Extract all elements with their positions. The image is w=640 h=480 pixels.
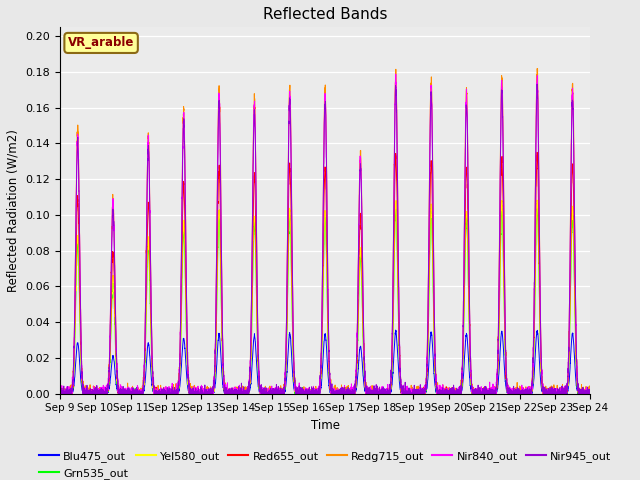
Nir945_out	[533, 81, 541, 87]
Blu475_out	[444, 391, 452, 396]
Red655_out	[586, 388, 594, 394]
Line: Redg715_out: Redg715_out	[60, 69, 590, 394]
Red655_out	[444, 391, 451, 396]
Red655_out	[586, 390, 593, 396]
X-axis label: Time: Time	[310, 419, 340, 432]
Red655_out	[474, 389, 481, 395]
Grn535_out	[444, 391, 451, 396]
Nir840_out	[586, 391, 593, 396]
Redg715_out	[56, 391, 64, 396]
Grn535_out	[56, 391, 64, 396]
Redg715_out	[474, 391, 481, 396]
Redg715_out	[152, 391, 159, 396]
Blu475_out	[474, 390, 482, 396]
Line: Blu475_out: Blu475_out	[60, 330, 590, 394]
Y-axis label: Reflected Radiation (W/m2): Reflected Radiation (W/m2)	[7, 129, 20, 292]
Nir840_out	[444, 391, 452, 396]
Blu475_out	[586, 391, 593, 396]
Red655_out	[415, 388, 422, 394]
Redg715_out	[415, 391, 422, 396]
Grn535_out	[586, 390, 593, 396]
Nir840_out	[56, 391, 64, 396]
Blu475_out	[152, 391, 159, 396]
Red655_out	[56, 391, 64, 396]
Redg715_out	[534, 66, 541, 72]
Yel580_out	[586, 389, 594, 395]
Blu475_out	[56, 391, 64, 396]
Legend: Blu475_out, Grn535_out, Yel580_out, Red655_out, Redg715_out, Nir840_out, Nir945_: Blu475_out, Grn535_out, Yel580_out, Red6…	[35, 447, 616, 480]
Grn535_out	[305, 391, 313, 396]
Redg715_out	[305, 391, 313, 396]
Nir840_out	[305, 391, 313, 396]
Nir840_out	[392, 71, 399, 77]
Yel580_out	[586, 390, 593, 396]
Line: Red655_out: Red655_out	[60, 152, 590, 394]
Grn535_out	[586, 391, 594, 396]
Nir840_out	[152, 389, 159, 395]
Line: Nir840_out: Nir840_out	[60, 74, 590, 394]
Text: VR_arable: VR_arable	[68, 36, 134, 49]
Nir945_out	[586, 387, 593, 393]
Nir945_out	[474, 390, 481, 396]
Yel580_out	[56, 391, 64, 396]
Grn535_out	[474, 391, 481, 396]
Yel580_out	[305, 391, 313, 396]
Nir945_out	[444, 389, 451, 395]
Red655_out	[533, 149, 541, 155]
Blu475_out	[305, 391, 313, 396]
Yel580_out	[152, 391, 159, 396]
Line: Yel580_out: Yel580_out	[60, 200, 590, 394]
Title: Reflected Bands: Reflected Bands	[263, 7, 387, 22]
Nir945_out	[586, 391, 594, 396]
Line: Nir945_out: Nir945_out	[60, 84, 590, 394]
Blu475_out	[415, 391, 422, 396]
Nir945_out	[152, 391, 159, 396]
Redg715_out	[586, 391, 594, 396]
Blu475_out	[392, 327, 399, 333]
Nir840_out	[474, 391, 482, 396]
Yel580_out	[444, 391, 451, 396]
Yel580_out	[533, 197, 541, 203]
Nir945_out	[305, 387, 313, 393]
Grn535_out	[152, 390, 159, 396]
Grn535_out	[415, 391, 422, 396]
Red655_out	[152, 391, 159, 396]
Yel580_out	[474, 391, 481, 396]
Grn535_out	[498, 205, 506, 211]
Line: Grn535_out: Grn535_out	[60, 208, 590, 394]
Nir840_out	[586, 386, 594, 392]
Nir945_out	[415, 386, 422, 392]
Red655_out	[305, 390, 313, 396]
Blu475_out	[56, 390, 64, 396]
Redg715_out	[586, 388, 593, 394]
Nir840_out	[56, 390, 64, 396]
Nir945_out	[56, 391, 64, 396]
Nir840_out	[415, 391, 422, 396]
Blu475_out	[586, 390, 594, 396]
Yel580_out	[415, 391, 422, 396]
Redg715_out	[444, 385, 451, 391]
